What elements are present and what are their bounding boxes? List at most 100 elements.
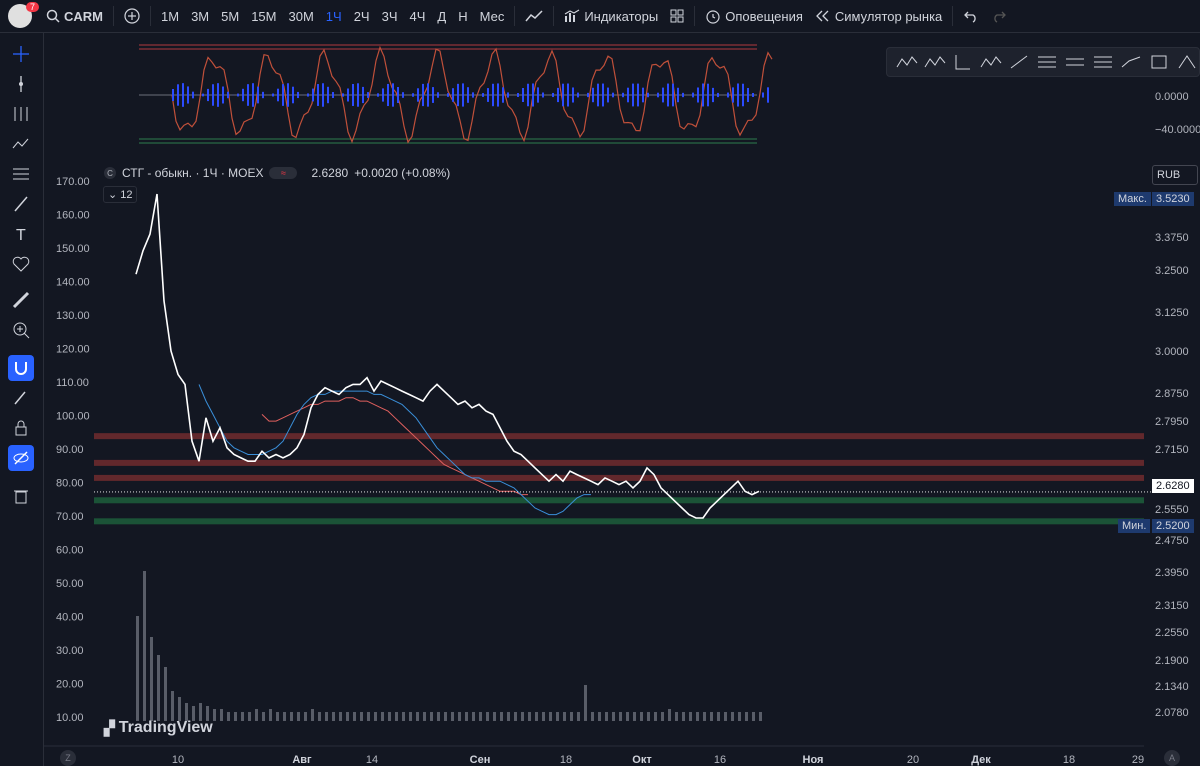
- timeframe-9[interactable]: Д: [437, 8, 447, 24]
- right-axis-tick: 2.7150: [1155, 444, 1189, 456]
- timeframe-11[interactable]: Мес: [479, 8, 505, 24]
- timeframe-1[interactable]: 3М: [191, 8, 210, 24]
- volume-bar: [724, 712, 727, 721]
- crosshair-tool[interactable]: [8, 41, 34, 67]
- layouts-button[interactable]: [664, 0, 690, 32]
- ma-blue-line: [198, 384, 591, 516]
- osc-histogram-bar: [392, 83, 394, 107]
- tradingview-logo[interactable]: ▞ TradingView: [104, 719, 213, 737]
- volume-bar: [535, 712, 538, 721]
- right-axis-tick: 3.2500: [1155, 265, 1189, 277]
- collapsed-count: 12: [120, 188, 133, 201]
- heart-icon: [12, 256, 30, 272]
- collapse-indicators-button[interactable]: ⌄ 12: [103, 186, 138, 203]
- volume-bar: [430, 712, 433, 721]
- osc-histogram-bar: [437, 92, 439, 98]
- favorites-tool[interactable]: [8, 251, 34, 277]
- compare-button[interactable]: [118, 0, 146, 32]
- rectangle-tool[interactable]: [1147, 51, 1171, 73]
- time-axis-tick: Сен: [470, 754, 491, 766]
- text-tool[interactable]: T: [8, 221, 34, 247]
- ruler-tool[interactable]: [8, 287, 34, 313]
- osc-histogram-bar: [712, 87, 714, 103]
- timeframe-7[interactable]: 3Ч: [381, 8, 398, 24]
- timeframe-3[interactable]: 15М: [251, 8, 277, 24]
- pattern-tool-3[interactable]: [951, 51, 975, 73]
- volume-bar: [745, 712, 748, 721]
- volume-bar: [227, 712, 230, 721]
- osc-histogram-bar: [487, 88, 489, 102]
- chart-canvas[interactable]: 170.00 160.00 150.00 140.00 130.00 120.00 110.…: [44, 33, 1200, 766]
- timeframe-0[interactable]: 1М: [161, 8, 180, 24]
- left-axis-tick: 150.00: [56, 243, 90, 255]
- brush-tool[interactable]: [8, 191, 34, 217]
- pattern-15-tool[interactable]: [895, 51, 919, 73]
- volume-bar: [297, 712, 300, 721]
- time-axis-tick: 10: [172, 754, 184, 766]
- avatar[interactable]: 7: [0, 0, 40, 32]
- chart-type-button[interactable]: [519, 0, 549, 32]
- undo-button[interactable]: [957, 0, 985, 32]
- osc-histogram-bar: [647, 92, 649, 98]
- fib-retracement-tool[interactable]: [1035, 51, 1059, 73]
- fib-channel-tool[interactable]: [1091, 51, 1115, 73]
- channel-icon: [1066, 58, 1084, 66]
- parallel-channel-tool[interactable]: [1063, 51, 1087, 73]
- oscillator-pane: [139, 44, 773, 144]
- pattern-ac-tool[interactable]: [923, 51, 947, 73]
- pattern-ae-tool[interactable]: [979, 51, 1003, 73]
- osc-histogram-bar: [527, 83, 529, 107]
- volume-bar: [388, 712, 391, 721]
- path-icon: [1121, 56, 1141, 68]
- timeframe-6[interactable]: 2Ч: [353, 8, 370, 24]
- path-tool[interactable]: [1119, 51, 1143, 73]
- zoom-reset-button[interactable]: Z: [60, 750, 76, 766]
- volume-bar: [577, 712, 580, 721]
- left-axis-tick: 170.00: [56, 176, 90, 188]
- triangle-tool[interactable]: [1175, 51, 1199, 73]
- volume-bar: [479, 712, 482, 721]
- osc-histogram-bar: [662, 87, 664, 103]
- timeframe-2[interactable]: 5М: [221, 8, 240, 24]
- market-simulator-button[interactable]: Симулятор рынка: [809, 0, 948, 32]
- indicators-button[interactable]: Индикаторы: [558, 0, 664, 32]
- lock-tool[interactable]: [8, 415, 34, 441]
- symbol-search-button[interactable]: CARM: [40, 0, 109, 32]
- hide-drawings-tool[interactable]: [8, 445, 34, 471]
- fib-tool[interactable]: [8, 161, 34, 187]
- osc-histogram-bar: [522, 87, 524, 103]
- osc-histogram-bar: [607, 87, 609, 103]
- zoom-tool[interactable]: [8, 317, 34, 343]
- eye-pill[interactable]: ≈: [269, 167, 298, 179]
- volume-bar: [521, 712, 524, 721]
- osc-axis-1: −40.0000: [1155, 124, 1200, 136]
- volume-bar: [605, 712, 608, 721]
- timeframe-5[interactable]: 1Ч: [325, 8, 342, 24]
- symbol-name[interactable]: СТГ - обыкн. · 1Ч · MOEX: [122, 166, 264, 180]
- osc-histogram-bar: [752, 92, 754, 98]
- notification-badge: 7: [26, 2, 40, 12]
- trend-line-tool[interactable]: [1007, 51, 1031, 73]
- alerts-button[interactable]: Оповещения: [699, 0, 809, 32]
- redo-button[interactable]: [985, 0, 1013, 32]
- pattern-tool[interactable]: [8, 131, 34, 157]
- delete-tool[interactable]: [8, 483, 34, 509]
- volume-bar: [584, 685, 587, 721]
- left-axis-tick: 140.00: [56, 277, 90, 289]
- osc-histogram-bar: [502, 87, 504, 103]
- vertical-line-icon: [19, 76, 23, 92]
- pitchfork-tool[interactable]: [8, 101, 34, 127]
- timeframe-10[interactable]: Н: [458, 8, 468, 24]
- osc-axis-0: 0.0000: [1155, 91, 1189, 103]
- volume-bar: [556, 712, 559, 721]
- stay-drawing-tool[interactable]: [8, 385, 34, 411]
- line-tool[interactable]: [8, 71, 34, 97]
- currency-selector[interactable]: RUB: [1152, 165, 1198, 185]
- magnet-tool[interactable]: [8, 355, 34, 381]
- timeframe-4[interactable]: 30М: [288, 8, 314, 24]
- price-lines: [94, 193, 1152, 519]
- timeframe-8[interactable]: 4Ч: [409, 8, 426, 24]
- osc-histogram-bar: [277, 88, 279, 102]
- volume-bar: [451, 712, 454, 721]
- auto-scale-button[interactable]: A: [1164, 750, 1180, 766]
